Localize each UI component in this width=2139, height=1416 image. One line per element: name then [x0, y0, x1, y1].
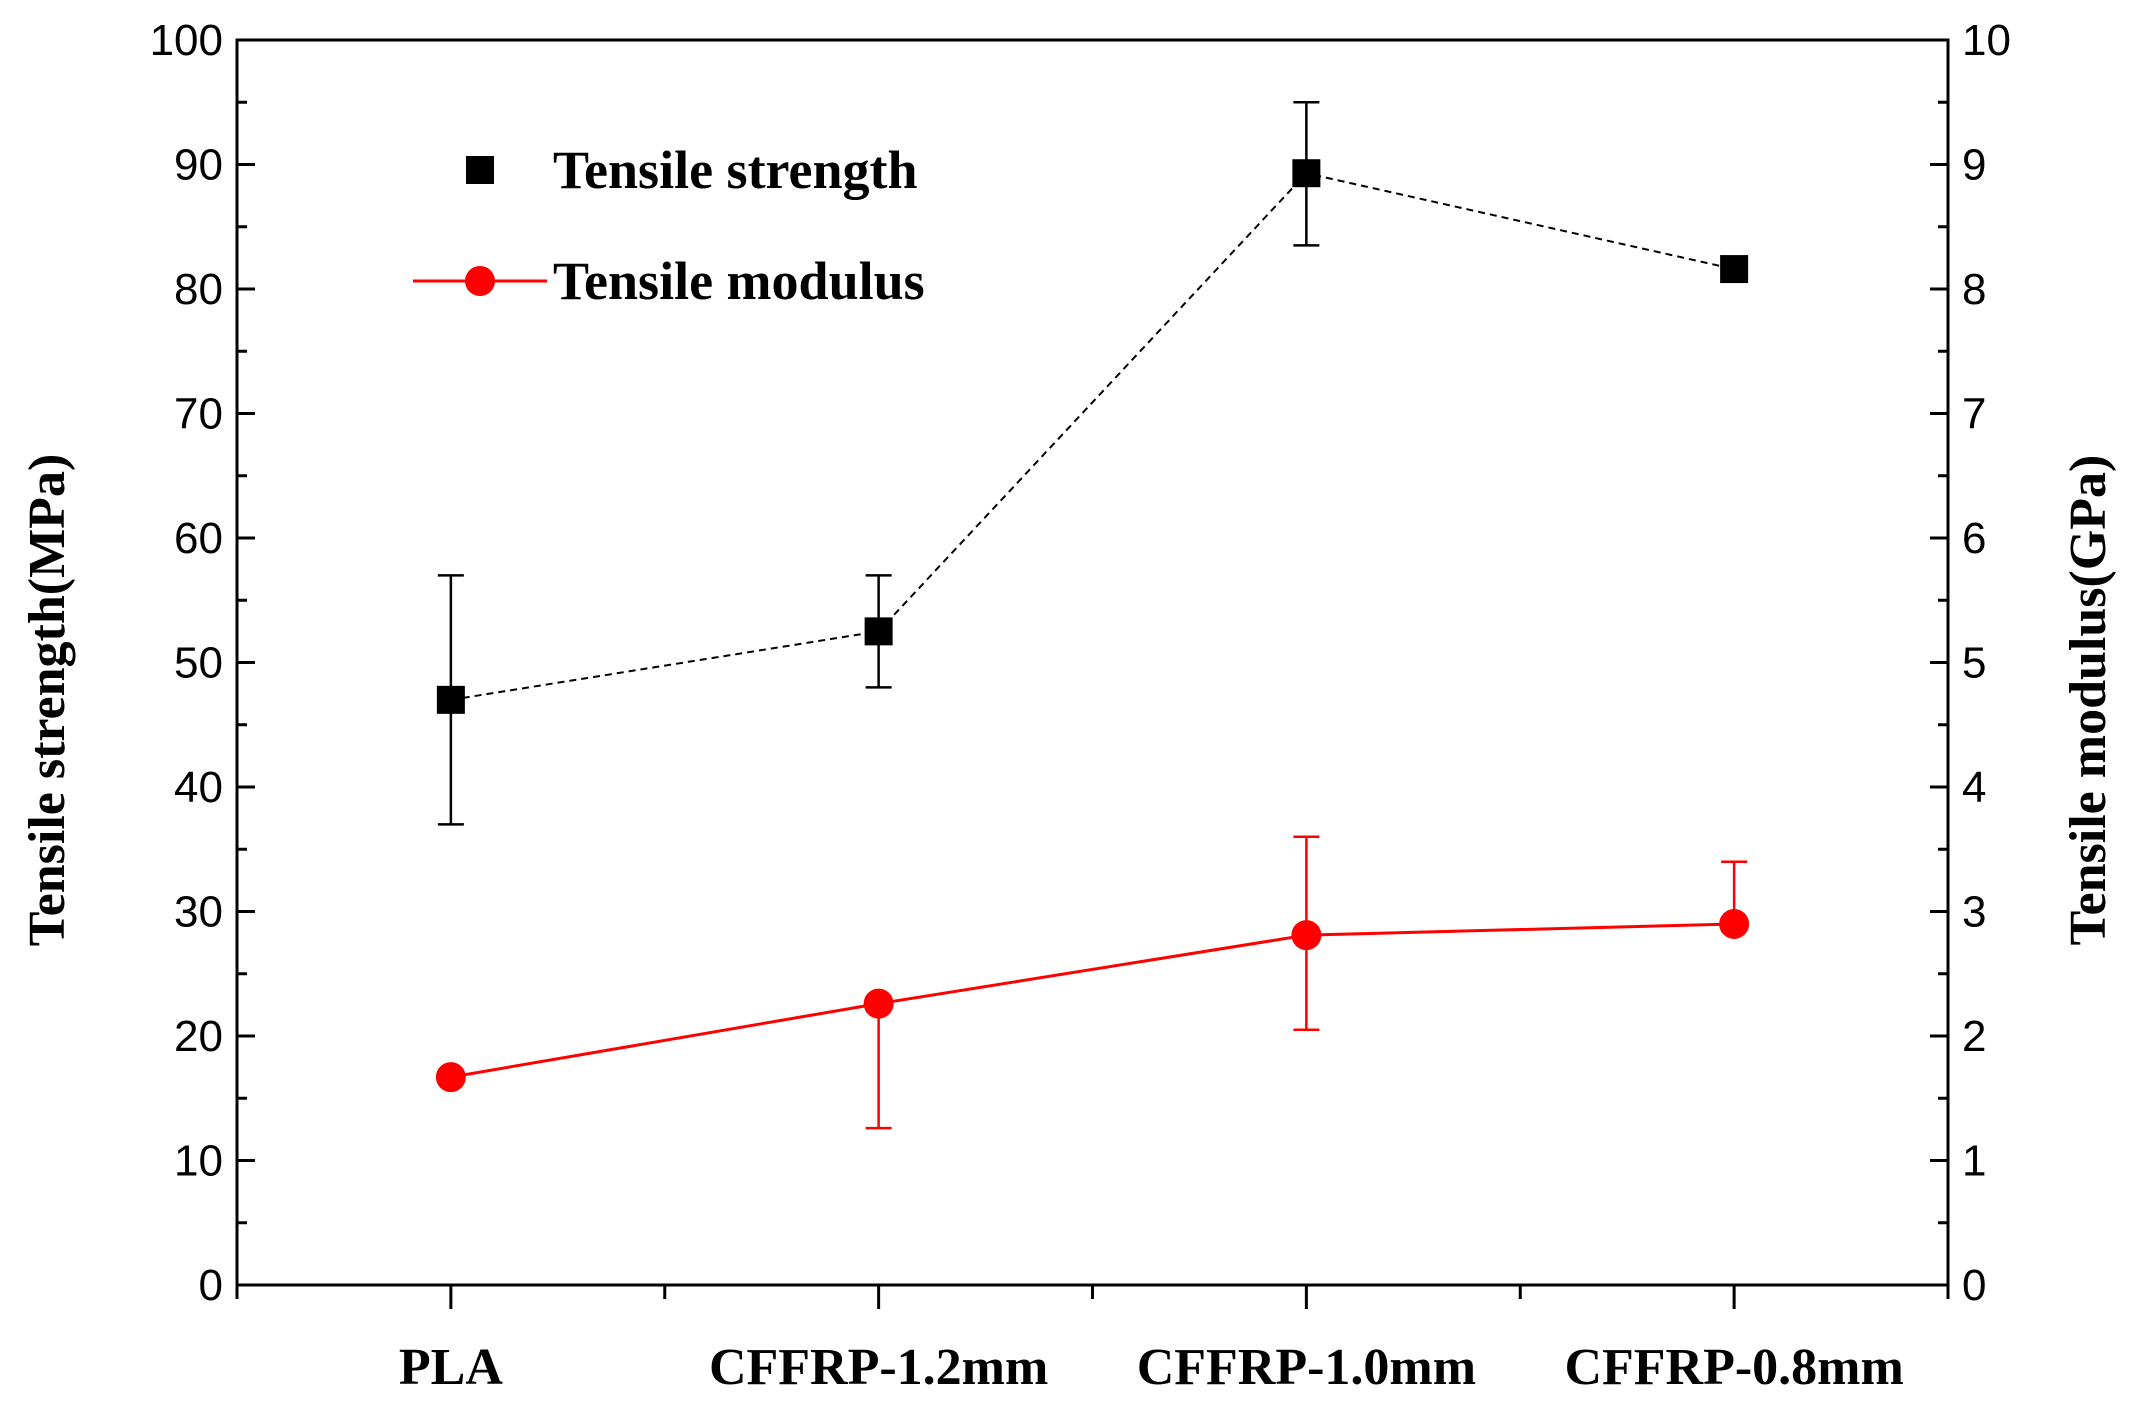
left-axis-tick-label: 60 [174, 514, 223, 563]
right-axis-tick-label: 0 [1962, 1261, 1986, 1310]
plot-frame [235, 38, 1950, 1287]
left-axis-tick-label: 50 [174, 639, 223, 688]
legend: Tensile strength Tensile modulus [413, 140, 925, 311]
legend-marker [465, 266, 495, 296]
right-axis-tick-label: 9 [1962, 141, 1986, 190]
left-axis-tick-label: 0 [199, 1261, 223, 1310]
x-axis-category-label: CFFRP-1.2mm [709, 1339, 1048, 1396]
x-axis-category-label: CFFRP-0.8mm [1564, 1339, 1903, 1396]
left-axis-tick-label: 30 [174, 888, 223, 937]
series-2 [435, 835, 1750, 1130]
left-axis-tick-label: 20 [174, 1012, 223, 1061]
series-line [450, 922, 1735, 1079]
left-axis-tick-label: 70 [174, 390, 223, 439]
right-axis-tick-label: 8 [1962, 265, 1986, 314]
data-point [436, 685, 465, 714]
right-axis-tick-label: 3 [1962, 888, 1986, 937]
right-axis-tick-label: 10 [1962, 16, 2011, 65]
data-point [1291, 920, 1322, 951]
right-axis-tick-label: 5 [1962, 639, 1986, 688]
data-layer [435, 101, 1750, 1130]
left-axis-tick-label: 80 [174, 265, 223, 314]
x-axis-category-label: CFFRP-1.0mm [1137, 1339, 1476, 1396]
data-point [1720, 255, 1749, 284]
left-axis-tick-label: 90 [174, 141, 223, 190]
x-axis-category-label: PLA [399, 1339, 503, 1396]
data-point [1719, 908, 1750, 939]
right-axis-tick-label: 2 [1962, 1012, 1986, 1061]
legend-label: Tensile strength [553, 140, 918, 200]
left-axis-tick-label: 100 [150, 16, 223, 65]
axes-layer: 0 10 20 30 40 50 60 70 80 90 100 0 1 2 3 4 5 6 7 8 9 10 PLA CFF… [150, 16, 2011, 1396]
right-axis-tick-label: 4 [1962, 763, 1986, 812]
right-axis-title: Tensile modulus(GPa) [2060, 455, 2117, 946]
left-axis-tick-label: 40 [174, 763, 223, 812]
data-point [1292, 159, 1321, 188]
right-axis-tick-label: 7 [1962, 390, 1986, 439]
legend-marker [466, 156, 494, 184]
data-point [435, 1062, 466, 1093]
data-point [863, 988, 894, 1019]
right-axis-tick-label: 1 [1962, 1137, 1986, 1186]
right-axis-tick-label: 6 [1962, 514, 1986, 563]
data-point [864, 617, 893, 646]
left-axis-tick-label: 10 [174, 1137, 223, 1186]
series-1 [436, 101, 1749, 826]
legend-label: Tensile modulus [553, 251, 925, 311]
series-line [450, 172, 1735, 701]
left-axis-title: Tensile strength(MPa) [19, 454, 76, 947]
